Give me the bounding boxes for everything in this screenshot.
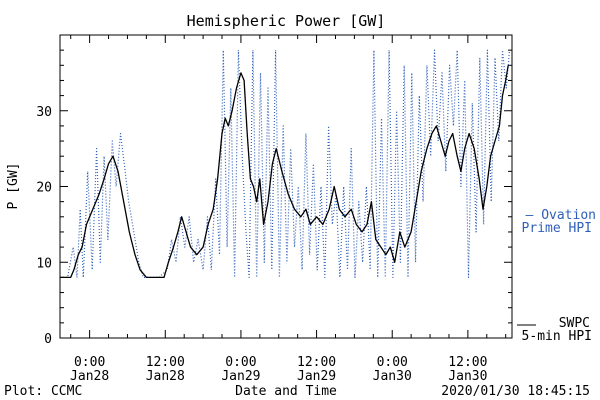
x-tick-time-label: 12:00 — [146, 355, 185, 370]
legend-ovation-line1: — Ovation — [526, 208, 596, 223]
legend-swpc: SWPC 5-min HPI — [517, 316, 592, 344]
legend-ovation-prime: — Ovation Prime HPI — [522, 208, 596, 236]
plot-timestamp: 2020/01/30 18:45:15 — [441, 384, 590, 399]
x-axis-label: Date and Time — [235, 384, 337, 399]
series-ovation-prime-line — [60, 49, 511, 278]
legend-swpc-line1: SWPC — [559, 316, 590, 331]
x-tick-day-label: Jan28 — [70, 369, 109, 384]
y-tick-label: 0 — [44, 332, 52, 347]
plot-credit: Plot: CCMC — [4, 384, 82, 399]
x-tick-day-label: Jan28 — [146, 369, 185, 384]
x-tick-time-label: 12:00 — [448, 355, 487, 370]
x-tick-time-label: 0:00 — [377, 355, 408, 370]
y-tick-label: 20 — [36, 181, 52, 196]
legend-ovation-line2: Prime HPI — [522, 221, 592, 236]
x-tick-day-label: Jan29 — [221, 369, 260, 384]
x-tick-time-label: 0:00 — [225, 355, 256, 370]
x-axis-ticks: 0:00Jan2812:00Jan280:00Jan2912:00Jan290:… — [70, 35, 507, 384]
x-tick-day-label: Jan30 — [373, 369, 412, 384]
y-axis-label: P [GW] — [6, 163, 21, 210]
x-tick-time-label: 0:00 — [74, 355, 105, 370]
y-tick-label: 30 — [36, 105, 52, 120]
legend-swpc-line2: 5-min HPI — [522, 329, 592, 344]
x-tick-time-label: 12:00 — [297, 355, 336, 370]
chart-title: Hemispheric Power [GW] — [187, 12, 386, 30]
y-axis-ticks: 0 10 20 30 — [36, 49, 512, 347]
x-tick-day-label: Jan29 — [297, 369, 336, 384]
series-swpc-line — [60, 65, 509, 279]
series-layer — [60, 49, 511, 279]
y-tick-label: 10 — [36, 256, 52, 271]
x-tick-day-label: Jan30 — [448, 369, 487, 384]
